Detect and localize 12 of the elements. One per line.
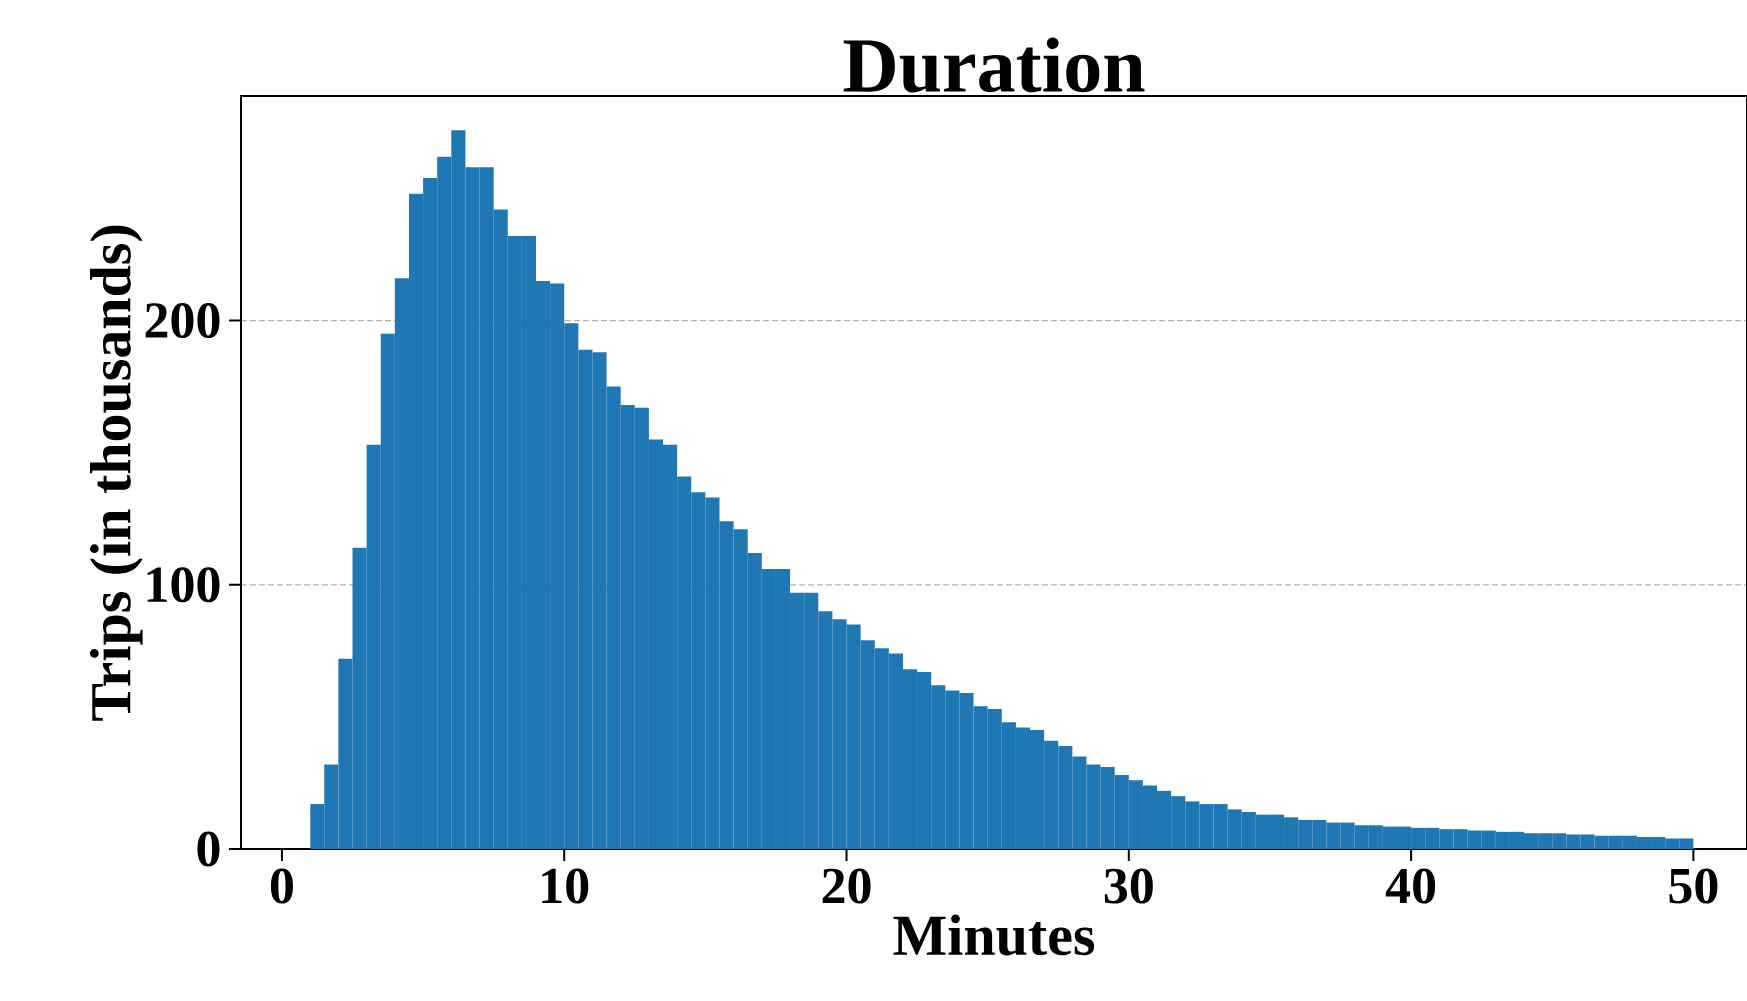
x-tick-label: 10	[542, 868, 589, 904]
y-axis-title: Trips (in thousands)	[90, 225, 143, 721]
y-tick-label: 200	[145, 303, 220, 339]
x-tick-label: 50	[1669, 868, 1718, 904]
x-tick-label: 0	[270, 868, 293, 904]
y-tick-label: 0	[197, 831, 220, 867]
x-tick-label: 20	[822, 868, 871, 904]
x-tick-label: 40	[1385, 868, 1436, 904]
x-axis-title: Minutes	[893, 914, 1095, 956]
chart-title: Duration	[843, 37, 1145, 93]
x-tick-label: 30	[1104, 868, 1153, 904]
y-tick-label: 100	[147, 567, 220, 603]
